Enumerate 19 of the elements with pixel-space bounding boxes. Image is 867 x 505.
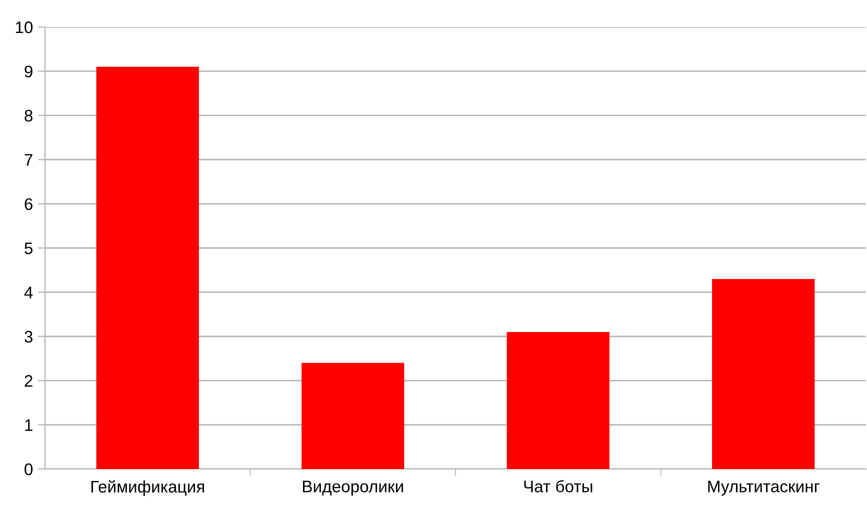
y-tick-label: 7 xyxy=(24,154,32,166)
y-tick-label: 4 xyxy=(24,286,33,298)
y-tick-label: 6 xyxy=(24,198,32,210)
y-tick-label: 1 xyxy=(25,419,32,431)
bar xyxy=(506,332,610,469)
x-tick-label: Геймификация xyxy=(91,480,204,496)
x-tick-label: Чат боты xyxy=(524,480,592,492)
y-tick-label: 2 xyxy=(24,375,32,387)
y-tick-label: 9 xyxy=(24,66,32,78)
x-tick-label: Видеоролики xyxy=(303,480,403,496)
x-tick-label: Мультитаскинг xyxy=(708,480,820,496)
y-tick-label: 3 xyxy=(24,330,32,343)
y-tick-label: 0 xyxy=(24,463,33,476)
bar xyxy=(96,66,199,469)
bar xyxy=(302,362,404,469)
y-tick-label: 5 xyxy=(24,242,32,254)
bar xyxy=(712,278,815,469)
y-tick-label: 8 xyxy=(24,110,32,122)
y-tick-label: 10 xyxy=(16,21,33,34)
